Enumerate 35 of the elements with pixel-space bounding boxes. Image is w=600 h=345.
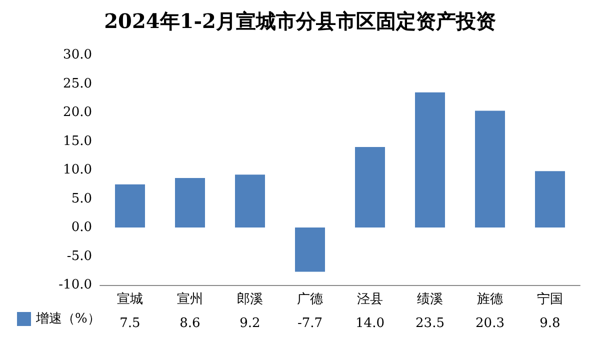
data-label: 8.6: [180, 316, 200, 331]
data-label: 23.5: [416, 316, 444, 331]
y-tick-label: -10.0: [58, 278, 92, 292]
y-tick-label: 15.0: [63, 134, 92, 149]
bar: [115, 184, 145, 228]
y-tick-label: 10.0: [63, 162, 92, 178]
data-label: 9.8: [540, 316, 560, 331]
x-tick-label: 郎溪: [237, 291, 263, 307]
x-tick-label: 宣州: [177, 291, 203, 307]
bar: [295, 228, 325, 272]
bar: [175, 178, 205, 228]
x-tick-label: 泾县: [357, 292, 383, 307]
x-tick-label: 绩溪: [417, 292, 443, 307]
y-tick-label: 30.0: [63, 48, 92, 62]
chart-title: 2024年1-2月宣城市分县市区固定资产投资: [104, 9, 496, 33]
bar: [235, 174, 265, 228]
y-tick-label: 25.0: [63, 76, 92, 92]
y-tick-label: -5.0: [66, 248, 92, 264]
x-tick-label: 旌德: [477, 292, 503, 307]
x-tick-label: 广德: [297, 292, 323, 307]
y-tick-label: 20.0: [63, 105, 92, 120]
bar: [475, 110, 505, 228]
data-label: -7.7: [297, 316, 323, 331]
bar: [355, 147, 385, 228]
data-label: 20.3: [476, 316, 504, 331]
bar: [415, 92, 445, 228]
data-label: 14.0: [356, 316, 384, 331]
y-tick-label: 5.0: [71, 191, 92, 206]
y-tick-label: 0.0: [71, 220, 92, 235]
x-tick-label: 宁国: [537, 291, 563, 307]
x-tick-label: 宣城: [117, 291, 143, 307]
data-label: 7.5: [120, 316, 140, 331]
legend-label: 增速（%）: [35, 312, 100, 326]
data-label: 9.2: [240, 316, 260, 331]
bar: [535, 171, 565, 228]
